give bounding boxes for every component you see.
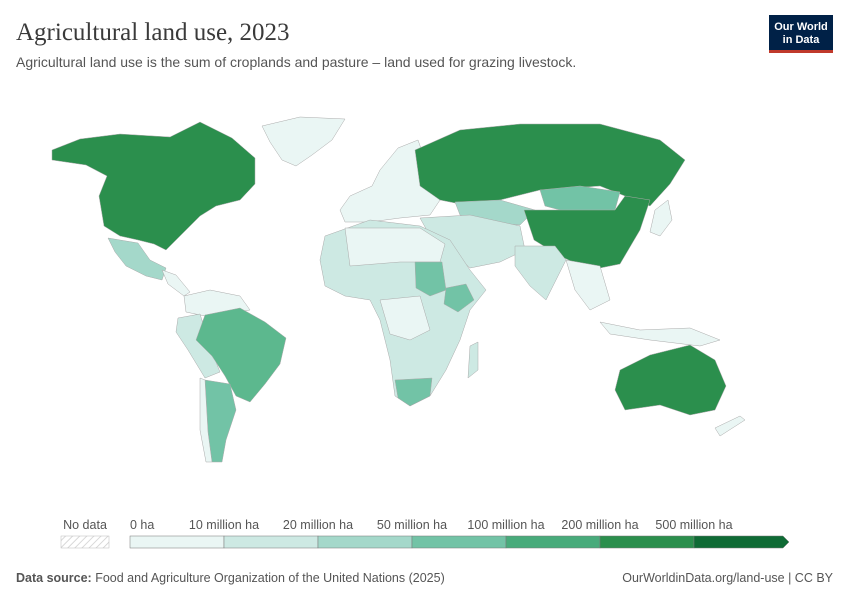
madagascar[interactable] — [467, 341, 479, 379]
new-zealand[interactable] — [714, 415, 746, 437]
legend-label: 10 million ha — [189, 518, 259, 532]
india[interactable] — [514, 245, 567, 301]
legend-label: 50 million ha — [377, 518, 447, 532]
legend-swatch — [223, 535, 319, 549]
ethiopia[interactable] — [443, 283, 475, 313]
logo-underline — [769, 50, 833, 53]
chile[interactable] — [199, 377, 213, 463]
legend: No data 0 ha 10 million ha 20 million ha 50… — [60, 518, 790, 549]
australia[interactable] — [614, 344, 727, 416]
legend-label: 500 million ha — [655, 518, 732, 532]
logo-text: Our World — [774, 21, 828, 33]
legend-label: 100 million ha — [467, 518, 544, 532]
sudan[interactable] — [414, 261, 447, 297]
southeast-asia[interactable] — [565, 259, 611, 311]
legend-swatch — [693, 535, 790, 549]
legend-scale: 0 ha 10 million ha 20 million ha 50 million… — [129, 518, 790, 549]
source-text: Food and Agriculture Organization of the… — [95, 571, 445, 585]
legend-label: 20 million ha — [283, 518, 353, 532]
south-africa[interactable] — [394, 377, 433, 407]
greenland[interactable] — [261, 116, 346, 167]
source-label: Data source: — [16, 571, 92, 585]
logo-box — [769, 15, 833, 50]
title: Agricultural land use, 2023 — [16, 19, 290, 46]
legend-swatch — [129, 535, 225, 549]
central-africa[interactable] — [379, 295, 431, 341]
legend-swatch — [599, 535, 695, 549]
logo[interactable]: Our World in Data — [769, 15, 833, 53]
brazil[interactable] — [195, 307, 287, 403]
logo-text: in Data — [783, 34, 821, 46]
legend-swatch — [505, 535, 601, 549]
subtitle: Agricultural land use is the sum of crop… — [16, 54, 576, 70]
peru-bolivia[interactable] — [175, 313, 221, 379]
url[interactable]: OurWorldinData.org/land-use | CC BY — [622, 571, 833, 585]
japan[interactable] — [649, 199, 673, 237]
no-data-label: No data — [63, 518, 107, 532]
legend-label: 200 million ha — [561, 518, 638, 532]
central-america[interactable] — [161, 269, 191, 297]
world-map — [51, 116, 746, 463]
source: Data source: Food and Agriculture Organi… — [16, 571, 445, 585]
legend-swatch — [317, 535, 413, 549]
indonesia[interactable] — [599, 321, 721, 347]
north-america[interactable] — [51, 121, 256, 251]
no-data-swatch — [60, 535, 110, 549]
legend-swatch — [411, 535, 507, 549]
mexico[interactable] — [107, 237, 167, 281]
legend-label: 0 ha — [130, 518, 154, 532]
